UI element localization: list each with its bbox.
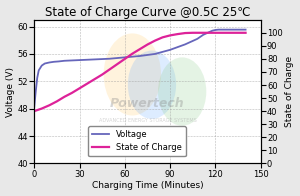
State of Charge — [153, 39, 157, 42]
Voltage — [57, 60, 60, 63]
Voltage — [226, 28, 229, 31]
Voltage — [52, 61, 56, 63]
State of Charge — [100, 74, 104, 76]
Voltage — [183, 43, 187, 45]
State of Charge — [40, 107, 44, 110]
Voltage — [43, 62, 46, 65]
Voltage — [37, 69, 40, 72]
Voltage — [32, 106, 36, 108]
Ellipse shape — [128, 51, 176, 119]
Voltage — [244, 28, 247, 31]
State of Charge — [32, 110, 36, 112]
Voltage — [108, 58, 112, 60]
State of Charge — [47, 104, 51, 106]
State of Charge — [229, 32, 232, 34]
Voltage — [34, 90, 38, 93]
Voltage — [229, 28, 232, 31]
State of Charge — [63, 96, 66, 98]
Voltage — [93, 58, 96, 61]
Voltage — [40, 64, 44, 67]
Line: State of Charge: State of Charge — [34, 33, 246, 111]
Voltage — [196, 38, 199, 40]
Voltage — [217, 28, 220, 31]
Voltage — [70, 59, 74, 62]
State of Charge — [236, 32, 240, 34]
State of Charge — [116, 63, 119, 65]
State of Charge — [70, 92, 74, 94]
Voltage — [168, 49, 172, 51]
Voltage — [214, 29, 217, 31]
Voltage — [202, 34, 205, 36]
State of Charge — [93, 78, 96, 80]
State of Charge — [191, 32, 194, 34]
Voltage — [138, 55, 142, 57]
Voltage — [206, 32, 210, 34]
State of Charge — [78, 87, 81, 90]
State of Charge — [244, 32, 247, 34]
Voltage — [78, 59, 81, 61]
State of Charge — [206, 32, 210, 34]
Ellipse shape — [104, 33, 161, 115]
Line: Voltage: Voltage — [34, 30, 246, 107]
State of Charge — [85, 83, 89, 85]
Voltage — [47, 61, 51, 64]
State of Charge — [130, 53, 134, 55]
Voltage — [123, 56, 127, 59]
Voltage — [236, 28, 240, 31]
Voltage — [35, 77, 39, 79]
Ellipse shape — [158, 57, 206, 126]
State of Charge — [123, 58, 127, 60]
X-axis label: Charging Time (Minutes): Charging Time (Minutes) — [92, 181, 203, 191]
Voltage — [211, 29, 214, 32]
Y-axis label: State of Charge: State of Charge — [285, 56, 294, 127]
State of Charge — [183, 32, 187, 34]
Voltage — [223, 28, 226, 31]
Voltage — [153, 53, 157, 55]
State of Charge — [199, 32, 202, 34]
State of Charge — [161, 36, 164, 39]
Text: ADVANCED ENERGY STORAGE SYSTEMS: ADVANCED ENERGY STORAGE SYSTEMS — [99, 118, 196, 123]
Voltage — [63, 60, 66, 62]
Legend: Voltage, State of Charge: Voltage, State of Charge — [88, 126, 186, 156]
State of Charge — [146, 43, 149, 46]
State of Charge — [214, 32, 217, 34]
Title: State of Charge Curve @0.5C 25℃: State of Charge Curve @0.5C 25℃ — [45, 5, 250, 19]
Text: Powertech: Powertech — [110, 97, 185, 110]
State of Charge — [55, 100, 59, 103]
Voltage — [220, 28, 223, 31]
State of Charge — [108, 68, 112, 71]
State of Charge — [221, 32, 225, 34]
State of Charge — [168, 34, 172, 37]
State of Charge — [138, 48, 142, 50]
Y-axis label: Voltage (V): Voltage (V) — [6, 67, 15, 117]
State of Charge — [176, 33, 179, 35]
